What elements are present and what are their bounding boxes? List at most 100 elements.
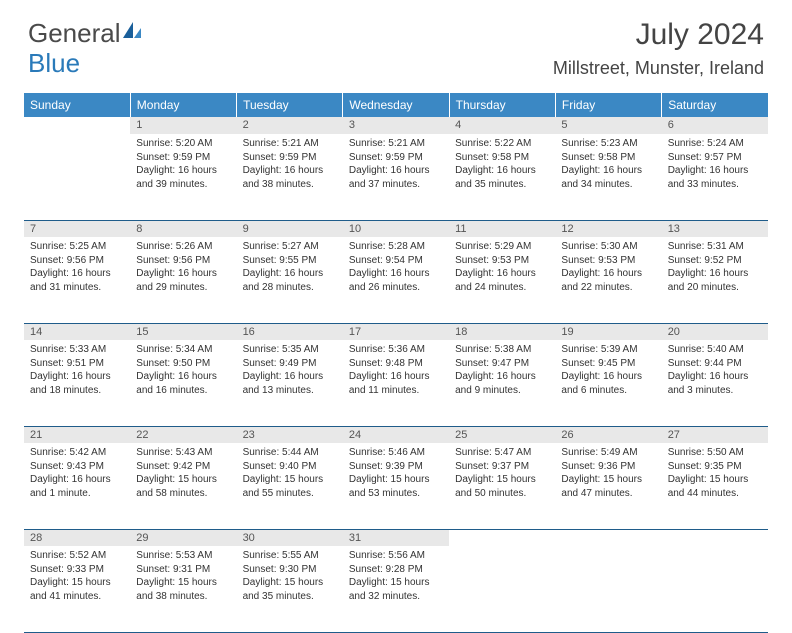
day-number-cell: 26 — [555, 426, 661, 443]
day-content-row: Sunrise: 5:52 AMSunset: 9:33 PMDaylight:… — [24, 546, 768, 632]
day-content-cell: Sunrise: 5:29 AMSunset: 9:53 PMDaylight:… — [449, 237, 555, 323]
sunset-line: Sunset: 9:52 PM — [668, 254, 762, 268]
sunrise-line: Sunrise: 5:39 AM — [561, 343, 655, 357]
sunset-line: Sunset: 9:33 PM — [30, 563, 124, 577]
logo: General — [28, 18, 145, 49]
day-content-cell — [662, 546, 768, 632]
day-number-cell: 10 — [343, 220, 449, 237]
month-title: July 2024 — [553, 18, 764, 52]
day-number-cell: 29 — [130, 529, 236, 546]
sunrise-line: Sunrise: 5:46 AM — [349, 446, 443, 460]
day-number-row: 21222324252627 — [24, 426, 768, 443]
day-content-cell: Sunrise: 5:44 AMSunset: 9:40 PMDaylight:… — [237, 443, 343, 529]
day-number-cell: 16 — [237, 323, 343, 340]
title-block: July 2024 Millstreet, Munster, Ireland — [553, 18, 764, 79]
day-content-cell: Sunrise: 5:25 AMSunset: 9:56 PMDaylight:… — [24, 237, 130, 323]
daylight-line: Daylight: 16 hours and 1 minute. — [30, 473, 124, 500]
daylight-line: Daylight: 16 hours and 39 minutes. — [136, 164, 230, 191]
day-number-cell: 11 — [449, 220, 555, 237]
weekday-header: Wednesday — [343, 93, 449, 117]
sunrise-line: Sunrise: 5:35 AM — [243, 343, 337, 357]
sunset-line: Sunset: 9:59 PM — [349, 151, 443, 165]
day-number-cell: 30 — [237, 529, 343, 546]
sunrise-line: Sunrise: 5:22 AM — [455, 137, 549, 151]
sunset-line: Sunset: 9:44 PM — [668, 357, 762, 371]
day-content-cell: Sunrise: 5:30 AMSunset: 9:53 PMDaylight:… — [555, 237, 661, 323]
logo-sail-icon — [121, 20, 143, 47]
day-content-cell: Sunrise: 5:50 AMSunset: 9:35 PMDaylight:… — [662, 443, 768, 529]
day-number-cell: 18 — [449, 323, 555, 340]
day-number-row: 123456 — [24, 117, 768, 134]
sunrise-line: Sunrise: 5:29 AM — [455, 240, 549, 254]
daylight-line: Daylight: 15 hours and 41 minutes. — [30, 576, 124, 603]
weekday-header: Saturday — [662, 93, 768, 117]
day-content-row: Sunrise: 5:33 AMSunset: 9:51 PM Daylight:… — [24, 340, 768, 426]
day-content-row: Sunrise: 5:42 AMSunset: 9:43 PMDaylight:… — [24, 443, 768, 529]
sunrise-line: Sunrise: 5:50 AM — [668, 446, 762, 460]
weekday-header: Friday — [555, 93, 661, 117]
weekday-header-row: SundayMondayTuesdayWednesdayThursdayFrid… — [24, 93, 768, 117]
header: General July 2024 Millstreet, Munster, I… — [0, 0, 792, 85]
sunrise-line: Sunrise: 5:23 AM — [561, 137, 655, 151]
day-content-cell: Sunrise: 5:52 AMSunset: 9:33 PMDaylight:… — [24, 546, 130, 632]
day-content-cell: Sunrise: 5:56 AMSunset: 9:28 PMDaylight:… — [343, 546, 449, 632]
day-content-cell: Sunrise: 5:35 AMSunset: 9:49 PMDaylight:… — [237, 340, 343, 426]
day-number-cell: 4 — [449, 117, 555, 134]
sunrise-line: Sunrise: 5:49 AM — [561, 446, 655, 460]
day-content-cell — [24, 134, 130, 220]
sunrise-line: Sunrise: 5:43 AM — [136, 446, 230, 460]
day-number-cell: 31 — [343, 529, 449, 546]
sunset-line: Sunset: 9:50 PM — [136, 357, 230, 371]
logo-accent-wrap: Blue — [28, 48, 80, 79]
sunrise-line: Sunrise: 5:55 AM — [243, 549, 337, 563]
day-content-cell: Sunrise: 5:55 AMSunset: 9:30 PMDaylight:… — [237, 546, 343, 632]
sunset-line: Sunset: 9:51 PM — [30, 357, 124, 371]
day-number-cell: 13 — [662, 220, 768, 237]
day-number-cell: 27 — [662, 426, 768, 443]
day-number-cell: 15 — [130, 323, 236, 340]
day-number-cell: 9 — [237, 220, 343, 237]
day-content-cell: Sunrise: 5:28 AMSunset: 9:54 PMDaylight:… — [343, 237, 449, 323]
daylight-line: Daylight: 15 hours and 38 minutes. — [136, 576, 230, 603]
day-number-cell: 14 — [24, 323, 130, 340]
sunrise-line: Sunrise: 5:40 AM — [668, 343, 762, 357]
sunset-line: Sunset: 9:39 PM — [349, 460, 443, 474]
day-number-cell: 5 — [555, 117, 661, 134]
day-content-cell: Sunrise: 5:24 AMSunset: 9:57 PMDaylight:… — [662, 134, 768, 220]
day-content-cell — [449, 546, 555, 632]
sunrise-line: Sunrise: 5:21 AM — [243, 137, 337, 151]
daylight-line: Daylight: 16 hours and 29 minutes. — [136, 267, 230, 294]
daylight-line: Daylight: 16 hours and 35 minutes. — [455, 164, 549, 191]
daylight-line: Daylight: 16 hours and 38 minutes. — [243, 164, 337, 191]
day-content-row: Sunrise: 5:20 AMSunset: 9:59 PMDaylight:… — [24, 134, 768, 220]
sunset-line: Sunset: 9:59 PM — [243, 151, 337, 165]
day-content-cell: Sunrise: 5:49 AMSunset: 9:36 PMDaylight:… — [555, 443, 661, 529]
sunset-line: Sunset: 9:48 PM — [349, 357, 443, 371]
day-number-cell: 1 — [130, 117, 236, 134]
day-content-cell: Sunrise: 5:38 AMSunset: 9:47 PMDaylight:… — [449, 340, 555, 426]
sunset-line: Sunset: 9:43 PM — [30, 460, 124, 474]
day-content-cell: Sunrise: 5:39 AMSunset: 9:45 PMDaylight:… — [555, 340, 661, 426]
sunset-line: Sunset: 9:59 PM — [136, 151, 230, 165]
day-content-cell: Sunrise: 5:40 AMSunset: 9:44 PMDaylight:… — [662, 340, 768, 426]
daylight-line: Daylight: 16 hours and 28 minutes. — [243, 267, 337, 294]
day-content-cell: Sunrise: 5:31 AMSunset: 9:52 PMDaylight:… — [662, 237, 768, 323]
calendar-table: SundayMondayTuesdayWednesdayThursdayFrid… — [24, 93, 768, 633]
weekday-header: Monday — [130, 93, 236, 117]
day-content-cell: Sunrise: 5:20 AMSunset: 9:59 PMDaylight:… — [130, 134, 236, 220]
sunset-line: Sunset: 9:37 PM — [455, 460, 549, 474]
sunrise-line: Sunrise: 5:33 AM — [30, 343, 124, 357]
daylight-line: Daylight: 15 hours and 32 minutes. — [349, 576, 443, 603]
sunrise-line: Sunrise: 5:21 AM — [349, 137, 443, 151]
sunset-line: Sunset: 9:54 PM — [349, 254, 443, 268]
day-content-cell: Sunrise: 5:47 AMSunset: 9:37 PMDaylight:… — [449, 443, 555, 529]
day-number-cell: 6 — [662, 117, 768, 134]
sunrise-line: Sunrise: 5:20 AM — [136, 137, 230, 151]
day-content-cell: Sunrise: 5:26 AMSunset: 9:56 PMDaylight:… — [130, 237, 236, 323]
sunset-line: Sunset: 9:53 PM — [455, 254, 549, 268]
day-number-cell: 7 — [24, 220, 130, 237]
daylight-line: Daylight: 16 hours and 16 minutes. — [136, 370, 230, 397]
daylight-line: Daylight: 16 hours and 24 minutes. — [455, 267, 549, 294]
daylight-line: Daylight: 15 hours and 44 minutes. — [668, 473, 762, 500]
sunrise-line: Sunrise: 5:30 AM — [561, 240, 655, 254]
